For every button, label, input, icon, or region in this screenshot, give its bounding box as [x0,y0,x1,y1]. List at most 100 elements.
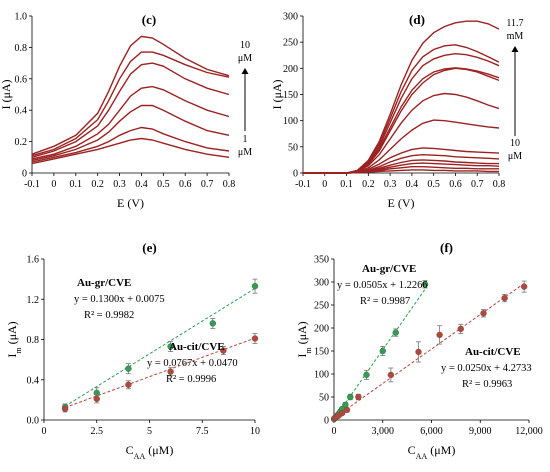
y-tick-label: 1.6 [27,255,40,266]
y-tick-label: 1.0 [15,12,28,23]
r2-au-gr: R² = 0.9982 [84,310,134,321]
y-axis-label-main: I [295,354,309,358]
x-axis-label-sub: AA [416,452,428,461]
y-tick-label: 250 [283,38,298,49]
x-tick-label: 0.2 [362,179,375,190]
data-point [415,348,422,356]
equation-au-gr: y = 0.0505x + 1.2266 [337,280,428,291]
series-name-au-cit: Au-cit/CVE [465,346,521,358]
x-tick-label: 0.4 [406,179,419,190]
y-tick-label: 150 [283,90,298,101]
cv-curve [31,85,230,160]
data-point [338,409,346,417]
y-axis-label-sub: m [14,347,23,354]
data-point [421,281,429,288]
annotation-bottom-value: 10 [510,138,520,149]
panel-label: (c) [142,12,156,27]
cv-curve [31,126,230,163]
panel-c: 00.20.40.60.81.0-0.1 0 0.1 0.2 0.3 0.4 0.5 0.6 0… [0,12,252,211]
x-tick-label: 10 [250,426,260,437]
data-point [457,325,464,333]
y-tick-label: 0.4 [27,375,40,386]
y-tick-label: 0.8 [27,335,40,346]
fit-line [64,337,256,409]
y-tick-label: 50 [288,142,298,153]
x-tick-label: 0.6 [179,179,192,190]
cv-curve [303,20,500,174]
data-point [387,371,395,379]
x-axis-label: E (V) [117,196,144,210]
x-axis-label: CAA (μM) [126,443,174,461]
y-tick-label: 0 [324,416,329,427]
annotation-bottom-unit: μM [508,151,522,162]
x-tick-label: 12,000 [515,426,543,437]
data-point [363,371,370,379]
x-axis-label-main: C [126,443,134,457]
x-axis-label-main: C [408,443,416,457]
x-tick-label: 0.6 [449,179,462,190]
data-point [379,347,386,355]
data-point [436,331,443,339]
cv-curve [303,92,500,174]
y-tick-label: 1.2 [27,295,40,306]
y-axis-label-sub: m [304,347,313,354]
x-tick-label: 6,000 [420,426,443,437]
x-axis-label-sub: AA [134,452,146,461]
y-axis-label-main: I [5,354,19,358]
y-tick-label: 0 [293,169,298,180]
data-point [343,406,351,414]
annotation-top-value: 11.7 [506,18,523,29]
y-axis-label: I (μA) [0,79,13,109]
x-axis-label-unit: (μM) [427,443,455,457]
x-tick-label: -0.1 [24,179,40,190]
x-tick-label: 0 [51,179,56,190]
cv-curve [303,119,500,174]
y-tick-label: 200 [283,64,298,75]
y-tick-label: 200 [314,324,329,335]
data-point [501,294,508,302]
x-tick-label: 0.5 [427,179,440,190]
cv-curve [31,62,230,158]
cv-curve [303,153,500,174]
x-tick-label: 0 [322,179,327,190]
y-tick-label: 0.6 [15,74,28,85]
x-axis-label-unit: (μM) [145,443,173,457]
x-tick-label: 2.5 [91,426,104,437]
data-point [125,365,132,372]
x-axis-label: E (V) [388,196,415,210]
series-name-au-gr: Au-gr/CVE [77,277,131,289]
data-point [251,335,259,342]
series-name-au-gr: Au-gr/CVE [362,263,416,275]
annotation-top-value: 10 [240,40,250,51]
data-point [355,393,362,401]
x-tick-label: 0.7 [201,179,214,190]
data-point [520,283,528,290]
r2-au-cit: R² = 0.9963 [462,379,512,390]
data-point [480,310,487,317]
x-axis-label: CAA (μM) [408,443,456,461]
fit-line [64,288,256,407]
arrow-head [241,68,249,74]
cv-curve [31,35,230,155]
data-point [347,393,354,401]
y-tick-label: 0 [22,169,27,180]
y-tick-label: 350 [314,255,329,266]
annotation-top-unit: μM [238,53,252,64]
y-tick-label: 0.0 [27,416,40,427]
x-tick-label: 0.3 [113,179,126,190]
x-tick-label: 0 [332,426,337,437]
x-tick-label: 0.4 [135,179,148,190]
x-tick-label: -0.1 [295,179,311,190]
r2-au-cit: R² = 0.9996 [166,374,216,385]
y-axis-label-unit: (μA) [295,321,309,347]
panel-f: 0 50 100 150 200 250 300 350 0 3,000 6,000 9,000 12,… [295,240,543,461]
x-tick-label: 0.3 [384,179,397,190]
data-point [61,405,69,413]
equation-au-cit: y = 0.0767x + 0.0470 [147,358,238,369]
series-name-au-cit: Au-cit/CVE [169,341,225,353]
fit-line [333,283,525,419]
x-tick-label: 0.7 [471,179,484,190]
x-tick-label: 0 [42,426,47,437]
